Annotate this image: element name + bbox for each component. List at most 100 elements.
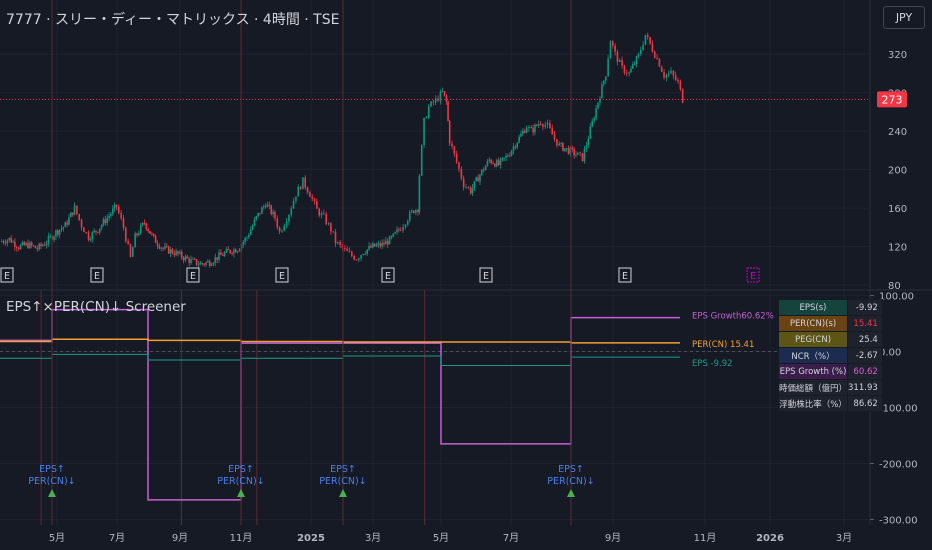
candle-body — [603, 80, 605, 85]
candle-body — [152, 233, 155, 236]
candle-body — [100, 225, 103, 229]
candle-body — [78, 213, 81, 220]
candle-body — [505, 155, 507, 158]
candle-body — [318, 208, 321, 216]
x-tick-label: 9月 — [605, 532, 621, 544]
earnings-marker — [186, 267, 200, 283]
candle-body — [221, 254, 224, 256]
candle-body — [390, 236, 393, 238]
candle-body — [368, 245, 370, 250]
candle-body — [62, 227, 65, 229]
candle-body — [199, 263, 202, 265]
price-y-tick-label: 200 — [888, 166, 907, 177]
candle-body — [402, 227, 404, 231]
candle-body — [595, 108, 597, 119]
candle-body — [175, 251, 177, 256]
candle-body — [143, 222, 146, 224]
earnings-marker-label: E — [94, 271, 100, 282]
price-y-tick-label: 120 — [888, 243, 907, 254]
candle-body — [147, 229, 149, 232]
signal-label-eps: EPS↑ — [228, 464, 254, 475]
candle-body — [381, 242, 383, 247]
stats-row: 時価総額（億円） 311.93 — [777, 379, 883, 396]
candle-body — [621, 59, 623, 66]
candle-body — [122, 218, 125, 228]
candle-body — [47, 236, 50, 244]
candle-body — [514, 146, 517, 148]
indicator-title: EPS↑×PER(CN)↓ Screener — [6, 299, 186, 315]
candle-body — [334, 232, 337, 244]
candle-body — [469, 187, 472, 194]
candle-body — [681, 89, 684, 103]
candle-body — [394, 232, 396, 234]
candle-body — [623, 65, 626, 73]
candle-body — [660, 66, 663, 72]
candle-body — [509, 155, 511, 157]
candle-body — [458, 162, 460, 170]
indicator-y-tick-label: 100.00 — [879, 292, 914, 303]
earnings-marker — [479, 267, 493, 283]
stats-value: 25.4 — [847, 331, 883, 348]
candle-body — [479, 174, 481, 182]
candle-body — [242, 241, 245, 245]
candle-body — [525, 128, 528, 133]
candle-body — [95, 230, 97, 232]
currency-button[interactable]: JPY — [883, 6, 925, 29]
candle-body — [670, 70, 672, 74]
candle-body — [520, 133, 522, 137]
candle-body — [344, 248, 346, 249]
candle-body — [158, 245, 161, 249]
future-earnings-label: E — [750, 271, 756, 282]
candle-body — [677, 79, 679, 82]
candle-body — [423, 117, 425, 146]
candle-body — [166, 246, 168, 247]
candle-body — [425, 117, 428, 119]
candle-body — [66, 222, 68, 225]
candle-body — [97, 231, 99, 233]
candle-body — [404, 224, 407, 228]
candle-body — [528, 126, 530, 129]
stats-row: NCR（%） -2.67 — [777, 347, 883, 364]
candle-body — [93, 230, 95, 233]
candle-body — [169, 249, 172, 254]
candle-body — [537, 123, 540, 126]
stats-row: PEG(CN) 25.4 — [777, 331, 883, 348]
candle-body — [453, 146, 456, 154]
candle-body — [377, 243, 380, 245]
candle-body — [649, 37, 651, 44]
candle-body — [486, 160, 489, 166]
candle-body — [87, 232, 90, 241]
candle-body — [353, 255, 355, 260]
candle-body — [295, 196, 297, 201]
candle-body — [434, 98, 437, 103]
x-tick-label: 5月 — [49, 532, 65, 544]
candle-body — [346, 248, 348, 252]
candle-body — [462, 178, 465, 188]
candle-body — [251, 225, 254, 230]
candle-body — [49, 236, 52, 237]
candle-body — [120, 212, 122, 219]
price-y-tick-label: 80 — [888, 281, 901, 292]
candle-body — [607, 58, 609, 77]
candle-body — [6, 240, 9, 244]
candle-body — [484, 165, 487, 171]
candle-body — [351, 252, 353, 256]
candle-body — [455, 153, 458, 163]
candle-body — [392, 233, 395, 237]
candle-body — [417, 209, 419, 212]
candle-body — [184, 256, 187, 261]
candle-body — [125, 227, 127, 242]
candle-body — [406, 220, 409, 225]
candle-body — [261, 207, 263, 214]
candle-body — [633, 63, 636, 65]
candle-body — [311, 196, 314, 199]
candle-body — [14, 241, 16, 248]
series-end-label: EPS -9.92 — [692, 359, 733, 369]
candle-body — [208, 261, 211, 266]
stats-table: EPS(s) -9.92 PER(CN)(s) 15.41 PEG(CN) 25.4 NCR… — [777, 299, 883, 412]
candle-body — [551, 128, 554, 135]
signal-label-per: PER(CN)↓ — [319, 476, 366, 487]
candle-body — [115, 204, 118, 207]
candle-body — [560, 142, 562, 144]
